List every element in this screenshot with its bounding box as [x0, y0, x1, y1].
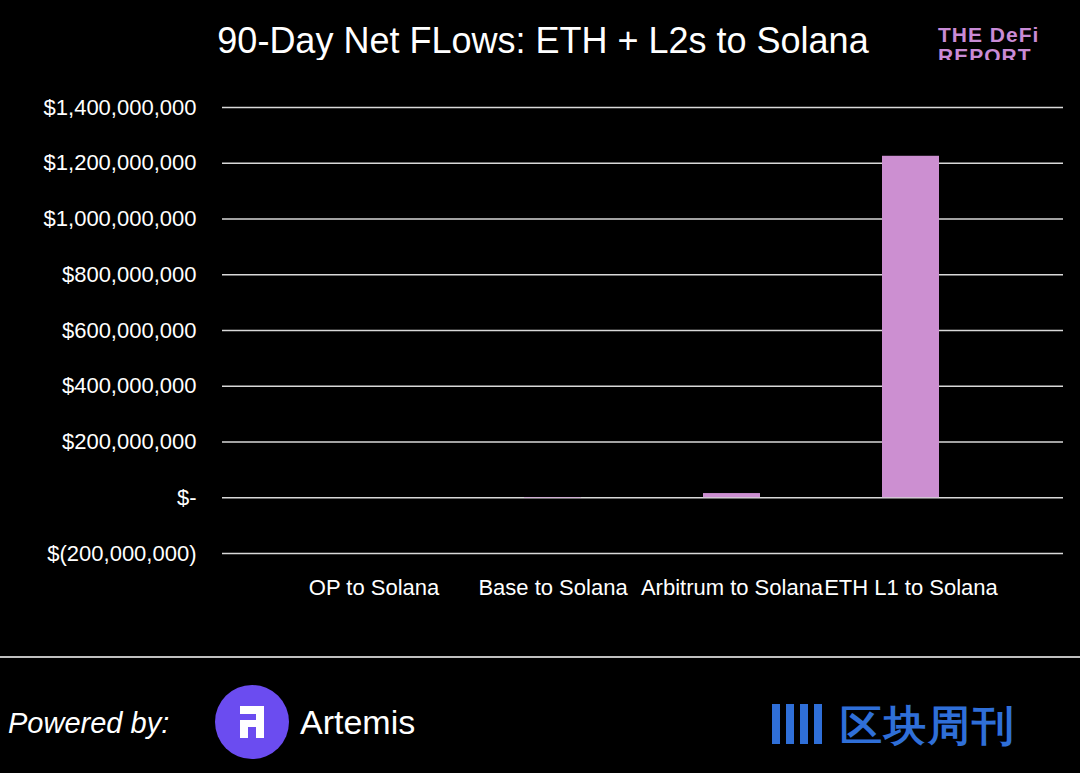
html-text:Powered by:: Powered by:	[8, 707, 170, 739]
svg-text:Arbitrum to Solana: Arbitrum to Solana	[641, 575, 824, 600]
svg-text:Base to Solana: Base to Solana	[478, 575, 628, 600]
svg-text:OP to Solana: OP to Solana	[309, 575, 440, 600]
html-text:区块周刊: 区块周刊	[840, 702, 1016, 749]
svg-text:$1,000,000,000: $1,000,000,000	[44, 206, 197, 231]
svg-text:$200,000,000: $200,000,000	[62, 429, 197, 454]
html-text:Artemis: Artemis	[300, 703, 416, 741]
svg-text:$800,000,000: $800,000,000	[62, 262, 197, 287]
svg-text:$1,400,000,000: $1,400,000,000	[44, 95, 197, 120]
svg-text:$(200,000,000): $(200,000,000)	[47, 541, 196, 566]
html-text:90-Day Net FLows: ETH + L2s to: 90-Day Net FLows: ETH + L2s to Solana	[217, 20, 869, 61]
svg-text:$1,200,000,000: $1,200,000,000	[44, 150, 197, 175]
svg-text:ETH L1 to Solana: ETH L1 to Solana	[824, 575, 998, 600]
html-text:THE DeFi: THE DeFi	[938, 23, 1040, 46]
html-text:REPORT: REPORT	[938, 44, 1032, 67]
svg-text:$600,000,000: $600,000,000	[62, 318, 197, 343]
svg-text:$-: $-	[177, 485, 197, 510]
svg-text:$400,000,000: $400,000,000	[62, 373, 197, 398]
